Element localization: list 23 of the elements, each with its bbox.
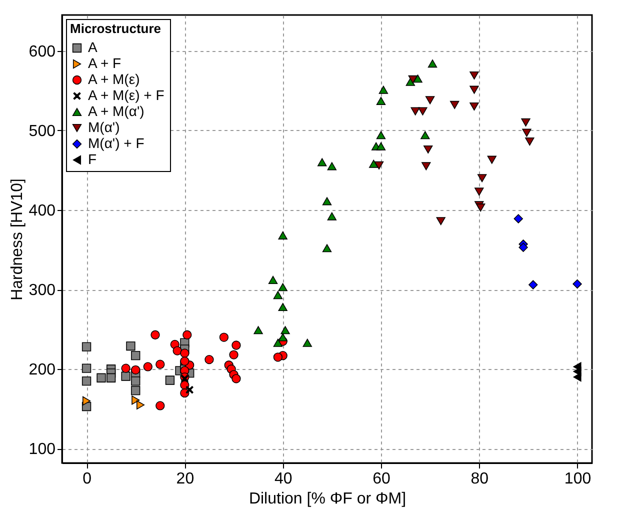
- legend-label: M(α'): [88, 119, 120, 135]
- y-tick-label: 500: [28, 122, 56, 140]
- y-axis-title: Hardness [HV10]: [8, 178, 26, 300]
- legend-label: F: [88, 151, 97, 167]
- x-tick-label: 80: [470, 470, 489, 488]
- legend-label: A + M(ε) + F: [88, 87, 164, 103]
- y-tick-label: 600: [28, 43, 56, 60]
- legend-label: A + M(ε): [88, 71, 140, 87]
- y-tick-label: 300: [28, 282, 56, 300]
- x-tick-label: 60: [372, 470, 390, 488]
- legend-title: Microstructure: [70, 21, 162, 36]
- x-tick-label: 20: [176, 470, 194, 488]
- legend-label: A + M(α'): [88, 103, 144, 119]
- legend-label: M(α') + F: [88, 135, 144, 151]
- y-tick-label: 200: [28, 362, 56, 379]
- legend-label: A + F: [88, 55, 122, 71]
- y-tick-label: 100: [28, 441, 56, 458]
- y-tick-label: 400: [28, 202, 56, 220]
- legend-label: A: [88, 39, 98, 55]
- x-axis-title: Dilution [% ΦF or ΦM]: [248, 490, 406, 508]
- x-tick-label: 40: [274, 470, 292, 488]
- x-tick-label: 0: [82, 470, 92, 488]
- x-tick-label: 100: [564, 470, 592, 488]
